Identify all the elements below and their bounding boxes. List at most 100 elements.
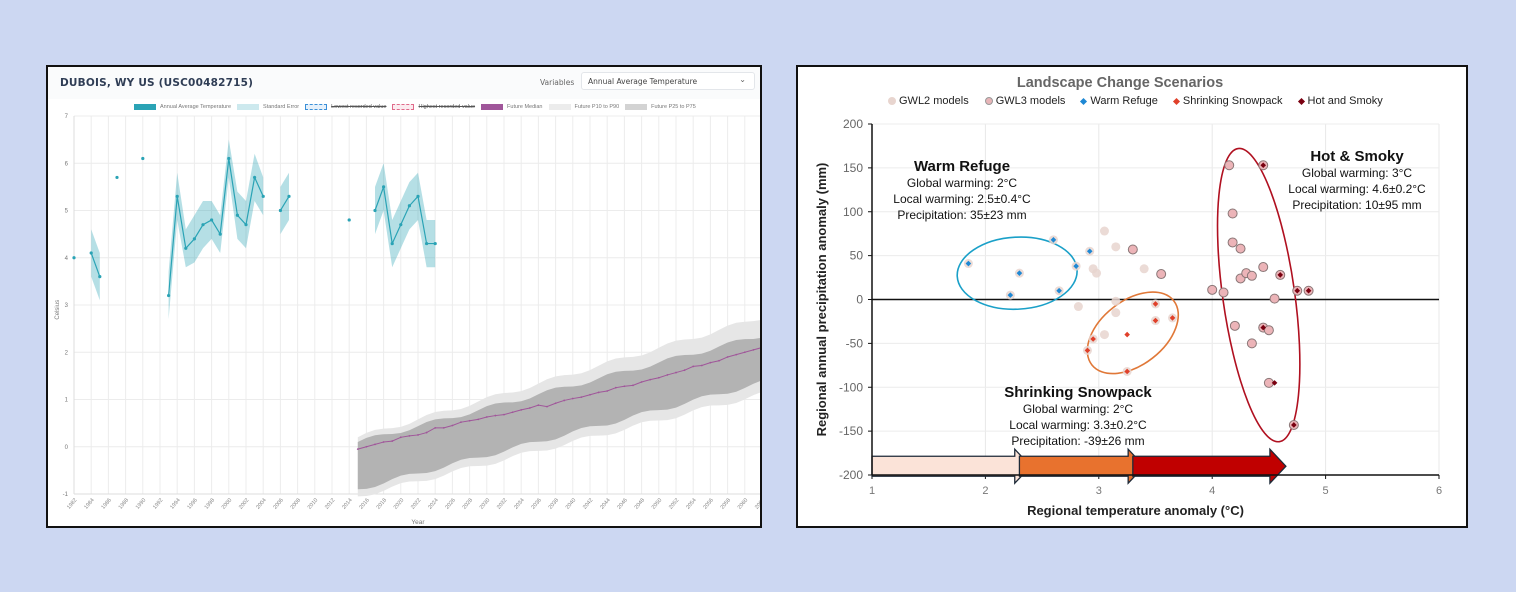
x-tick-label: 2054	[685, 497, 697, 510]
y-tick-label: 100	[843, 205, 863, 219]
annual-temperature-point	[235, 213, 239, 217]
x-tick-label: 2016	[358, 497, 370, 510]
x-tick-label: 1998	[204, 497, 216, 510]
panel-header: DUBOIS, WY US (USC00482715) Variables An…	[48, 67, 760, 99]
circle-marker-icon	[888, 97, 896, 105]
annual-temperature-point	[347, 218, 351, 222]
annotation-line: Global warming: 2°C	[907, 176, 1018, 190]
annual-temperature-point	[192, 237, 196, 241]
legend-item: Warm Refuge	[1080, 95, 1158, 107]
gwl3-model-point	[1269, 293, 1280, 304]
gwl3-model-point	[1218, 287, 1229, 298]
legend-item[interactable]: Standard Error	[237, 104, 299, 110]
future-median-point	[408, 434, 411, 437]
gwl2-model-point	[1139, 264, 1149, 274]
annual-temperature-point	[227, 156, 231, 161]
legend-label: GWL3 models	[995, 95, 1066, 107]
gwl3-model-point	[1258, 262, 1269, 273]
future-median-point	[632, 384, 634, 387]
future-median-point	[374, 443, 376, 446]
future-median-point	[485, 416, 488, 418]
legend-swatch	[237, 104, 260, 110]
x-tick-label: 2018	[376, 497, 388, 510]
annotation-line: Global warming: 2°C	[1023, 402, 1134, 416]
annotation-line: Precipitation: 10±95 mm	[1292, 198, 1421, 212]
variable-select[interactable]: Annual Average Temperature ⌄	[581, 72, 755, 90]
future-median-point	[675, 371, 677, 374]
x-tick-label: 2036	[530, 497, 542, 510]
future-median-point	[589, 393, 591, 396]
x-tick-label: 1984	[83, 497, 95, 510]
x-tick-label: 2032	[496, 497, 508, 510]
x-tick-label: 2034	[513, 497, 525, 510]
y-tick-label: -100	[839, 380, 863, 394]
annual-temperature-point	[244, 223, 248, 227]
diamond-marker-icon	[1297, 97, 1305, 105]
scenario-arrow	[871, 447, 1032, 485]
future-median-point	[683, 369, 686, 372]
future-median-point	[425, 431, 428, 434]
gwl2-model-point	[1073, 302, 1083, 312]
annual-temperature-point	[218, 232, 222, 236]
future-median-point	[726, 356, 729, 358]
scenario-arrow	[1132, 447, 1287, 485]
gwl3-model-point	[1235, 243, 1246, 254]
y-axis-label: Regional annual precipitation anomaly (m…	[814, 163, 829, 437]
future-median-point	[434, 426, 437, 429]
legend-item[interactable]: Lowest recorded value	[305, 104, 386, 110]
annual-temperature-point	[287, 194, 291, 198]
y-tick-label: 50	[850, 249, 864, 263]
gwl3-model-point	[1227, 208, 1238, 219]
x-tick-label: 2008	[290, 497, 302, 510]
x-tick-label: 1994	[169, 497, 181, 510]
legend-label: Future P25 to P75	[651, 104, 696, 110]
scenario-arrow	[1018, 447, 1146, 485]
annotation-line: Local warming: 2.5±0.4°C	[893, 192, 1031, 206]
future-median-point	[520, 408, 523, 411]
annual-temperature-point	[382, 185, 386, 189]
x-tick-label: 2022	[410, 497, 422, 510]
landscape-scenarios-panel: Landscape Change Scenarios 1 2 3 4 5 6 -200 -150…	[796, 65, 1468, 528]
shrinking-snowpack-point	[1090, 336, 1096, 342]
legend-item[interactable]: Future P10 to P90	[548, 104, 619, 110]
circle-marker-icon	[984, 97, 993, 105]
legend-item: Shrinking Snowpack	[1172, 95, 1283, 107]
y-tick-label: -200	[839, 468, 863, 482]
legend-label: Future Median	[507, 104, 543, 110]
legend-item[interactable]: Future P25 to P75	[625, 104, 696, 110]
hot-smoky-point	[1291, 422, 1297, 428]
annual-temperature-point	[425, 241, 429, 246]
legend-item[interactable]: Future Median	[481, 104, 543, 110]
y-tick-label: 1	[65, 398, 69, 404]
shrinking-snowpack-point	[1124, 368, 1130, 375]
legend-item[interactable]: Annual Average Temperature	[134, 104, 231, 110]
annotation-line: Local warming: 4.6±0.2°C	[1288, 182, 1426, 196]
x-tick-label: 2010	[307, 497, 319, 510]
hot-smoky-point	[1294, 287, 1301, 294]
annual-temperature-line	[90, 252, 101, 277]
temperature-chart-panel: DUBOIS, WY US (USC00482715) Variables An…	[46, 65, 762, 528]
gwl3-model-point	[1227, 237, 1238, 248]
y-tick-label: 5	[65, 209, 69, 215]
warm-refuge-point	[1056, 287, 1062, 294]
gwl3-model-point	[1127, 244, 1138, 255]
x-tick-label: 2048	[634, 497, 646, 510]
diamond-marker-icon	[1172, 97, 1180, 105]
annual-temperature-line	[168, 158, 264, 296]
y-tick-label: -50	[846, 336, 864, 350]
future-median-point	[752, 348, 755, 351]
legend-swatch	[548, 104, 571, 110]
hot-smoky-point	[1260, 324, 1267, 331]
legend-label: Shrinking Snowpack	[1182, 95, 1283, 107]
variable-select-value: Annual Average Temperature	[588, 77, 698, 86]
x-tick-label: 2040	[565, 497, 577, 510]
legend-item[interactable]: Highest recorded value	[392, 104, 475, 110]
warm-refuge-point	[1073, 263, 1079, 269]
gwl2-model-point	[1092, 268, 1102, 278]
future-median-point	[580, 396, 583, 399]
x-tick-label: 1992	[152, 497, 164, 510]
x-tick-label: 2042	[582, 497, 594, 510]
x-tick-label: 1988	[118, 497, 130, 510]
shrinking-snowpack-point	[1124, 331, 1130, 338]
x-tick-label: 2050	[651, 497, 663, 510]
